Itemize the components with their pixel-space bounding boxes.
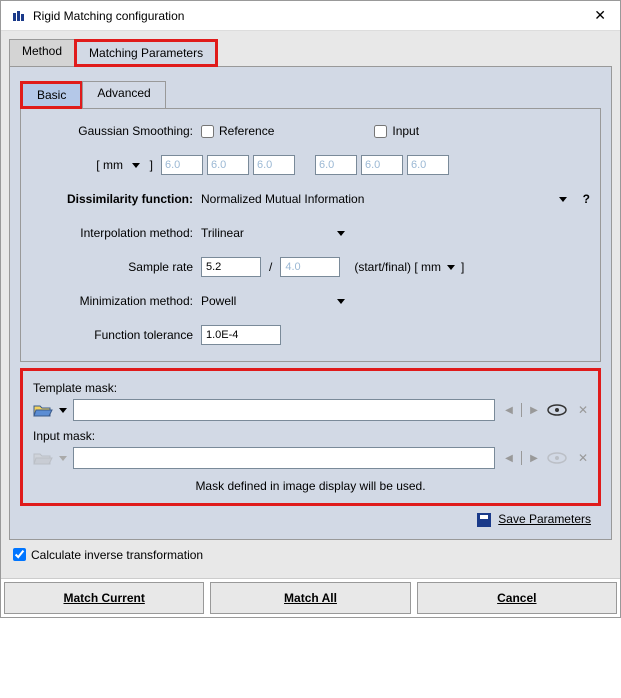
label-calc-inverse: Calculate inverse transformation bbox=[31, 548, 203, 562]
checkbox-reference[interactable] bbox=[201, 125, 214, 138]
input-next-icon: ▶ bbox=[527, 449, 541, 467]
checkbox-calc-inverse[interactable] bbox=[13, 548, 26, 561]
mask-hint: Mask defined in image display will be us… bbox=[33, 479, 588, 493]
label-gaussian: Gaussian Smoothing: bbox=[31, 124, 201, 138]
app-icon bbox=[11, 8, 27, 24]
input-template-mask[interactable] bbox=[73, 399, 495, 421]
row-interp: Interpolation method: Trilinear bbox=[31, 223, 590, 243]
save-row: Save Parameters bbox=[20, 506, 601, 529]
row-minim: Minimization method: Powell bbox=[31, 291, 590, 311]
mm-input-3[interactable] bbox=[315, 155, 357, 175]
input-sample-start[interactable] bbox=[201, 257, 261, 277]
row-sample: Sample rate / (start/final) [ mm ] bbox=[31, 257, 590, 277]
sample-unit-dropdown[interactable] bbox=[447, 265, 455, 270]
tab-basic[interactable]: Basic bbox=[20, 81, 83, 109]
label-functol: Function tolerance bbox=[31, 328, 201, 342]
input-sample-final[interactable] bbox=[280, 257, 340, 277]
row-calc-inverse: Calculate inverse transformation bbox=[9, 540, 612, 570]
slash: / bbox=[269, 260, 272, 274]
mask-section: Template mask: ◀ ▶ ✕ bbox=[20, 368, 601, 506]
save-parameters-link[interactable]: Save Parameters bbox=[498, 512, 591, 526]
match-all-button[interactable]: Match All bbox=[210, 582, 410, 614]
template-next-icon[interactable]: ▶ bbox=[527, 401, 541, 419]
label-reference: Reference bbox=[219, 124, 274, 138]
row-gaussian: Gaussian Smoothing: Reference Input bbox=[31, 121, 590, 141]
label-mm-open: [ mm ] bbox=[31, 158, 161, 172]
value-dissim: Normalized Mutual Information bbox=[201, 192, 553, 206]
label-interp: Interpolation method: bbox=[31, 226, 201, 240]
outer-tabbar: Method Matching Parameters bbox=[9, 39, 612, 66]
label-dissim: Dissimilarity function: bbox=[31, 192, 201, 206]
label-input-cb: Input bbox=[392, 124, 419, 138]
bottom-button-bar: Match Current Match All Cancel bbox=[1, 578, 620, 617]
input-input-mask[interactable] bbox=[73, 447, 495, 469]
inner-tabbar: Basic Advanced bbox=[20, 81, 601, 108]
title-bar: Rigid Matching configuration ✕ bbox=[1, 1, 620, 31]
close-icon[interactable]: ✕ bbox=[590, 7, 610, 24]
template-view-icon[interactable] bbox=[546, 403, 568, 417]
label-sample: Sample rate bbox=[31, 260, 201, 274]
dialog-content: Method Matching Parameters Basic Advance… bbox=[1, 31, 620, 578]
template-prev-icon[interactable]: ◀ bbox=[502, 401, 516, 419]
template-folder-dropdown[interactable] bbox=[59, 408, 67, 413]
row-dissim: Dissimilarity function: Normalized Mutua… bbox=[31, 189, 590, 209]
mm-input-1[interactable] bbox=[207, 155, 249, 175]
value-minim: Powell bbox=[201, 294, 331, 308]
input-prev-icon: ◀ bbox=[502, 449, 516, 467]
tab-method[interactable]: Method bbox=[9, 39, 75, 67]
template-clear-icon[interactable]: ✕ bbox=[578, 403, 588, 417]
label-input-mask: Input mask: bbox=[33, 429, 588, 443]
tab-matching-parameters[interactable]: Matching Parameters bbox=[74, 39, 218, 67]
folder-open-icon[interactable] bbox=[33, 403, 51, 417]
mm-input-4[interactable] bbox=[361, 155, 403, 175]
row-template-mask: ◀ ▶ ✕ bbox=[33, 399, 588, 421]
floppy-icon bbox=[477, 513, 491, 527]
minim-dropdown[interactable] bbox=[337, 299, 345, 304]
row-functol: Function tolerance bbox=[31, 325, 590, 345]
mm-unit-dropdown[interactable] bbox=[132, 163, 140, 168]
window-title: Rigid Matching configuration bbox=[33, 9, 590, 23]
label-template-mask: Template mask: bbox=[33, 381, 588, 395]
input-clear-icon: ✕ bbox=[578, 451, 588, 465]
input-view-icon bbox=[546, 451, 568, 465]
sample-suffix: (start/final) [ mm bbox=[354, 260, 441, 274]
match-current-button[interactable]: Match Current bbox=[4, 582, 204, 614]
interp-dropdown[interactable] bbox=[337, 231, 345, 236]
folder-open-icon-disabled bbox=[33, 451, 51, 465]
cancel-button[interactable]: Cancel bbox=[417, 582, 617, 614]
input-folder-dropdown bbox=[59, 456, 67, 461]
mm-input-0[interactable] bbox=[161, 155, 203, 175]
row-input-mask: ◀ ▶ ✕ bbox=[33, 447, 588, 469]
label-minim: Minimization method: bbox=[31, 294, 201, 308]
tab-advanced[interactable]: Advanced bbox=[82, 81, 165, 109]
mm-input-5[interactable] bbox=[407, 155, 449, 175]
input-functol[interactable] bbox=[201, 325, 281, 345]
help-icon[interactable]: ? bbox=[583, 192, 590, 206]
dialog-window: Rigid Matching configuration ✕ Method Ma… bbox=[0, 0, 621, 618]
mm-input-2[interactable] bbox=[253, 155, 295, 175]
dissim-dropdown[interactable] bbox=[559, 197, 567, 202]
value-interp: Trilinear bbox=[201, 226, 331, 240]
row-mm: [ mm ] bbox=[31, 155, 590, 175]
basic-panel: Gaussian Smoothing: Reference Input bbox=[20, 108, 601, 362]
checkbox-input[interactable] bbox=[374, 125, 387, 138]
matching-params-panel: Basic Advanced Gaussian Smoothing: Refer… bbox=[9, 66, 612, 540]
